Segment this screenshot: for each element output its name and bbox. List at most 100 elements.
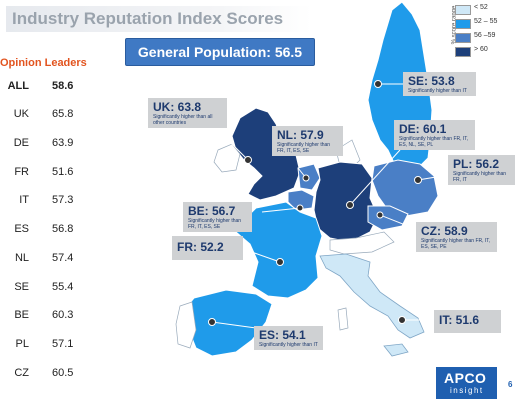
row-score: 55.4 xyxy=(52,281,74,293)
page-title: Industry Reputation Index Scores xyxy=(6,6,312,32)
region-pl xyxy=(371,159,439,217)
country-note: Significantly higher than IT xyxy=(259,342,318,348)
row-score: 57.4 xyxy=(52,252,74,264)
row-score: 57.3 xyxy=(52,194,74,206)
region-fr xyxy=(235,201,323,299)
row-country: UK xyxy=(13,108,29,120)
row-country: DE xyxy=(13,137,29,149)
country-label-es: ES: 54.1 Significantly higher than IT xyxy=(254,326,323,350)
country-score: DE: 60.1 xyxy=(399,122,447,136)
pin-fr xyxy=(276,258,284,266)
country-score: FR: 52.2 xyxy=(177,240,224,254)
country-note: Significantly higher than FR, IT xyxy=(453,171,507,183)
country-label-nl: NL: 57.9 Significantly higher than FR, I… xyxy=(272,126,343,156)
row-score: 60.5 xyxy=(52,367,74,379)
row-country: PL xyxy=(15,338,29,350)
region-uk xyxy=(231,107,301,201)
country-score: IT: 51.6 xyxy=(439,313,480,327)
apco-logo: APCO insight xyxy=(436,367,497,399)
country-label-cz: CZ: 58.9 Significantly higher than FR, I… xyxy=(416,222,497,252)
logo-line2: insight xyxy=(450,386,484,395)
country-label-se: SE: 53.8 Significantly higher than IT xyxy=(403,72,476,96)
legend-swatch xyxy=(455,5,471,15)
table-row: FR 51.6 xyxy=(0,166,80,182)
logo-line1: APCO xyxy=(444,370,487,386)
table-row: BE 60.3 xyxy=(0,309,80,325)
region-it xyxy=(319,253,425,339)
region-de xyxy=(313,161,379,243)
country-score: CZ: 58.9 xyxy=(421,224,468,238)
leader-pl xyxy=(417,174,449,181)
country-label-be: BE: 56.7 Significantly higher than FR, I… xyxy=(183,202,252,232)
country-score: ES: 54.1 xyxy=(259,328,306,342)
pin-it xyxy=(398,316,406,324)
table-row: SE 55.4 xyxy=(0,281,80,297)
table-row: NL 57.4 xyxy=(0,252,80,268)
country-score: UK: 63.8 xyxy=(153,100,202,114)
row-score: 58.6 xyxy=(52,80,74,92)
leader-de xyxy=(349,149,401,206)
table-row: UK 65.8 xyxy=(0,108,80,124)
pin-pl xyxy=(414,176,422,184)
row-score: 60.3 xyxy=(52,309,74,321)
country-note: Significantly higher than all other coun… xyxy=(153,114,213,126)
row-country: NL xyxy=(14,252,29,264)
country-score: PL: 56.2 xyxy=(453,157,500,171)
pin-es xyxy=(208,318,216,326)
legend-label: > 60 xyxy=(474,46,488,53)
legend-label: < 52 xyxy=(474,4,488,11)
legend-label: 52 – 55 xyxy=(474,18,498,25)
legend-swatch xyxy=(455,19,471,29)
country-note: Significantly higher than FR, IT, ES, SE xyxy=(188,218,242,230)
row-country: BE xyxy=(14,309,29,321)
pin-se xyxy=(374,80,382,88)
row-score: 57.1 xyxy=(52,338,74,350)
general-population-banner: General Population: 56.5 xyxy=(125,38,315,66)
region-pt xyxy=(175,301,197,349)
row-score: 56.8 xyxy=(52,223,74,235)
table-row: IT 57.3 xyxy=(0,194,80,210)
region-sardinia xyxy=(337,307,349,331)
country-note: Significantly higher than FR, IT, ES, SE xyxy=(277,142,331,154)
country-label-it: IT: 51.6 xyxy=(434,310,501,333)
region-sicily xyxy=(383,343,409,357)
country-label-uk: UK: 63.8 Significantly higher than all o… xyxy=(148,98,227,128)
row-score: 63.9 xyxy=(52,137,74,149)
legend-swatch xyxy=(455,33,471,43)
table-row: CZ 60.5 xyxy=(0,367,80,383)
region-at xyxy=(329,231,395,255)
country-note: Significantly higher than FR, IT, ES, NL… xyxy=(399,136,469,148)
page-number: 6 xyxy=(508,380,513,389)
pin-uk xyxy=(244,156,252,164)
country-label-pl: PL: 56.2 Significantly higher than FR, I… xyxy=(448,155,515,185)
pin-nl xyxy=(302,174,310,182)
row-country: IT xyxy=(19,194,29,206)
row-country: CZ xyxy=(14,367,29,379)
country-note: Significantly higher than IT xyxy=(408,88,467,94)
legend-swatch xyxy=(455,47,471,57)
row-score: 65.8 xyxy=(52,108,74,120)
leader-uk xyxy=(209,121,249,161)
country-score: BE: 56.7 xyxy=(188,204,236,218)
row-country: ALL xyxy=(7,80,29,92)
legend: % score range < 52 52 – 55 56 –59 > 60 xyxy=(445,2,515,60)
pin-de xyxy=(346,201,354,209)
country-score: SE: 53.8 xyxy=(408,74,455,88)
leader-es xyxy=(211,321,257,329)
region-be xyxy=(287,189,315,211)
table-row: DE 63.9 xyxy=(0,137,80,153)
country-note: Significantly higher than FR, IT, ES, SE… xyxy=(421,238,491,250)
opinion-leaders-title: Opinion Leaders xyxy=(0,57,87,69)
row-score: 51.6 xyxy=(52,166,74,178)
row-country: SE xyxy=(14,281,29,293)
leader-fr xyxy=(245,249,281,263)
table-row: ES 56.8 xyxy=(0,223,80,239)
table-row: ALL 58.6 xyxy=(0,80,80,96)
country-label-fr: FR: 52.2 xyxy=(172,236,243,260)
pin-be xyxy=(296,204,304,212)
country-score: NL: 57.9 xyxy=(277,128,324,142)
country-label-de: DE: 60.1 Significantly higher than FR, I… xyxy=(394,120,475,150)
pin-cz xyxy=(376,211,384,219)
legend-label: 56 –59 xyxy=(474,32,496,39)
